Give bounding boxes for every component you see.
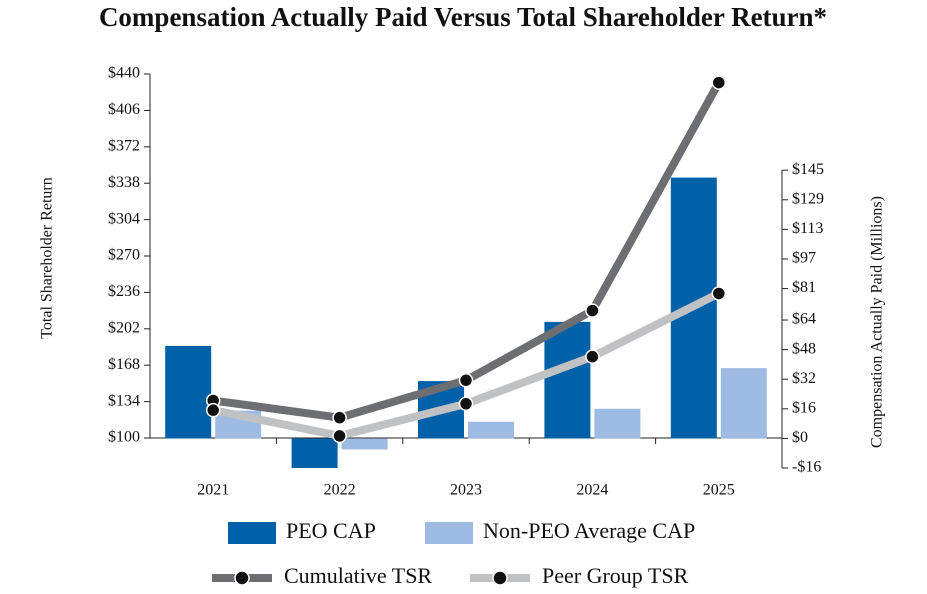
marker bbox=[585, 303, 600, 318]
y2-tick-label: $48 bbox=[792, 340, 816, 357]
legend-label: Cumulative TSR bbox=[284, 563, 432, 588]
y-tick-label: $100 bbox=[108, 429, 140, 446]
y2-tick-label: $97 bbox=[792, 250, 816, 267]
y2-tick-label: $81 bbox=[792, 279, 816, 296]
legend-marker bbox=[234, 570, 250, 586]
x-tick-label: 2021 bbox=[197, 482, 229, 499]
y2-tick-label: $16 bbox=[792, 399, 816, 416]
y-tick-label: $236 bbox=[108, 283, 140, 300]
bar bbox=[291, 438, 338, 468]
marker bbox=[711, 286, 727, 301]
y2-tick-label: $64 bbox=[792, 311, 816, 328]
bar bbox=[468, 421, 514, 439]
marker bbox=[711, 75, 727, 90]
chart-title: Compensation Actually Paid Versus Total … bbox=[99, 2, 827, 32]
y-tick-label: $168 bbox=[108, 356, 140, 373]
y-tick-label: $304 bbox=[108, 210, 140, 227]
y-tick-label: $440 bbox=[108, 65, 140, 82]
marker bbox=[585, 349, 600, 364]
y-tick-label: $338 bbox=[108, 174, 140, 191]
x-tick-label: 2024 bbox=[576, 482, 608, 499]
bar bbox=[594, 408, 641, 439]
legend-label: Non-PEO Average CAP bbox=[483, 518, 695, 543]
bar bbox=[720, 368, 767, 439]
y-tick-label: $270 bbox=[108, 247, 140, 264]
bar bbox=[544, 321, 591, 439]
marker bbox=[332, 410, 347, 425]
y-tick-label: $202 bbox=[108, 319, 140, 336]
x-tick-label: 2025 bbox=[703, 482, 735, 499]
bar bbox=[165, 345, 212, 439]
y2-tick-label: $32 bbox=[792, 370, 816, 387]
y-tick-label: $372 bbox=[108, 137, 140, 154]
legend-swatch bbox=[228, 522, 276, 544]
bar bbox=[341, 438, 388, 450]
legend-label: PEO CAP bbox=[286, 518, 376, 543]
x-tick-label: 2023 bbox=[450, 482, 482, 499]
legend-swatch bbox=[425, 522, 473, 544]
x-tick-label: 2022 bbox=[324, 482, 356, 499]
y-tick-label: $134 bbox=[108, 392, 140, 409]
y-tick-label: $406 bbox=[108, 101, 140, 118]
legend-marker bbox=[492, 570, 508, 586]
y2-tick-label: $113 bbox=[792, 220, 823, 237]
line bbox=[212, 80, 723, 422]
marker bbox=[332, 428, 347, 444]
y-axis-title: Total Shareholder Return bbox=[39, 177, 56, 339]
legend-label: Peer Group TSR bbox=[542, 563, 689, 588]
y2-tick-label: $145 bbox=[792, 161, 824, 178]
y2-tick-label: -$16 bbox=[792, 459, 821, 476]
y2-tick-label: $0 bbox=[792, 429, 808, 446]
y2-tick-label: $129 bbox=[792, 190, 824, 207]
y2-axis-title: Compensation Actually Paid (Millions) bbox=[869, 196, 886, 448]
marker bbox=[205, 402, 221, 418]
marker bbox=[458, 372, 474, 388]
marker bbox=[458, 396, 474, 412]
